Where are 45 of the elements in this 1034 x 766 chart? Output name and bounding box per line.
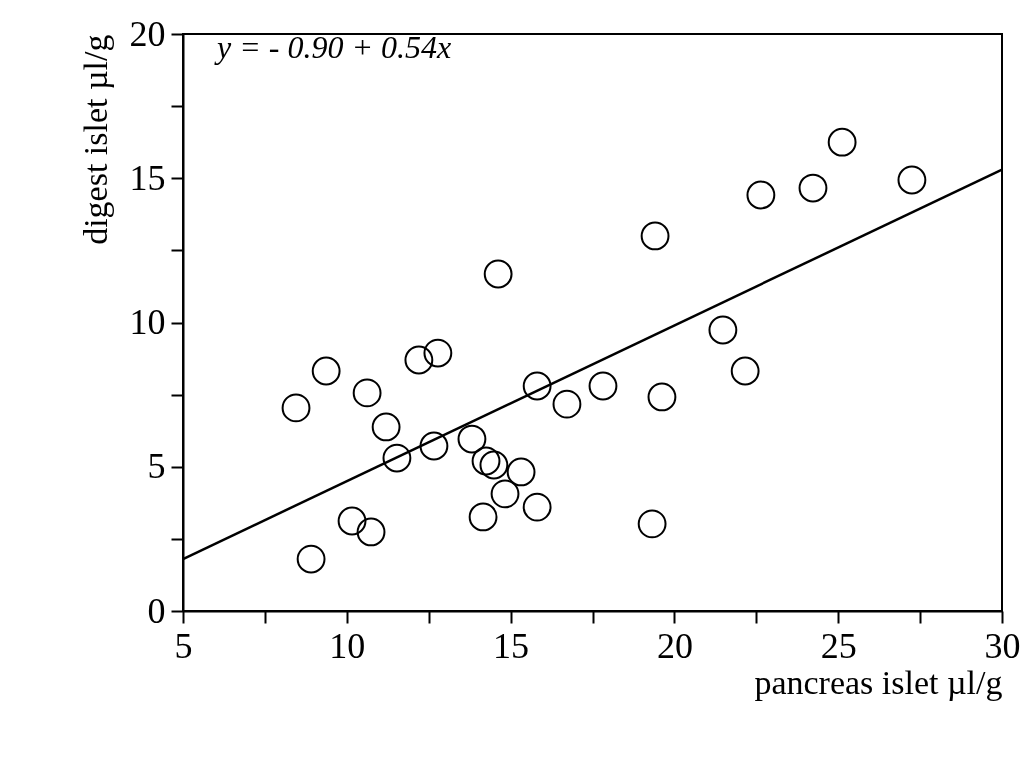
point <box>552 389 582 419</box>
x-tick-label: 15 <box>493 625 530 666</box>
point <box>647 382 677 412</box>
point <box>522 371 552 401</box>
x-tick-label: 30 <box>984 625 1021 666</box>
point <box>468 502 498 532</box>
point <box>588 371 618 401</box>
point <box>471 446 501 476</box>
annotation: y = - 0.90 + 0.54x <box>214 29 452 65</box>
point <box>798 173 828 203</box>
point <box>637 509 667 539</box>
y-tick-label: 20 <box>129 13 166 54</box>
point <box>490 479 520 509</box>
point <box>371 412 401 442</box>
x-axis-title: pancreas islet µl/g <box>754 663 1003 701</box>
point <box>506 457 536 487</box>
point <box>337 506 367 536</box>
point <box>483 259 513 289</box>
point <box>423 338 453 368</box>
point <box>356 517 386 547</box>
point <box>352 378 382 408</box>
point <box>419 431 449 461</box>
point <box>281 393 311 423</box>
x-tick-label: 10 <box>329 625 366 666</box>
point <box>479 450 509 480</box>
y-tick-label: 10 <box>129 302 166 342</box>
point <box>296 544 326 574</box>
point <box>640 221 670 251</box>
point <box>311 356 341 386</box>
y-tick-label: 0 <box>147 590 166 631</box>
point <box>746 180 776 210</box>
y-tick-label: 5 <box>147 446 166 487</box>
point <box>457 424 487 454</box>
x-tick-label: 20 <box>656 625 693 666</box>
point <box>897 165 927 195</box>
y-tick-label: 15 <box>129 157 166 198</box>
point <box>827 127 857 157</box>
point <box>404 345 434 375</box>
point <box>382 443 412 473</box>
y-axis-title: digest islet µl/g <box>76 34 114 245</box>
point <box>730 356 760 386</box>
x-tick-label: 5 <box>174 625 193 666</box>
x-tick-label: 25 <box>820 625 857 666</box>
point <box>522 492 552 522</box>
point <box>708 315 738 345</box>
